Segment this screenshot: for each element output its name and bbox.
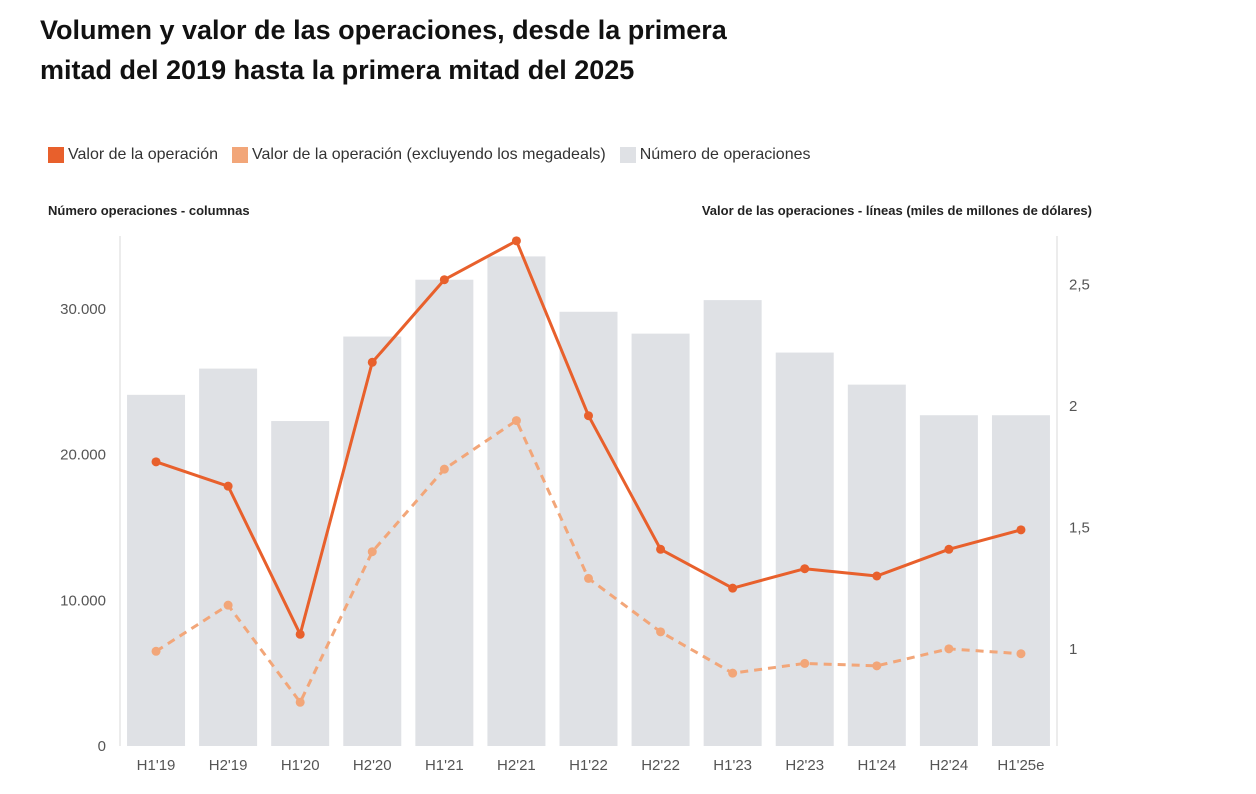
x-tick-label: H1'19 [137, 757, 176, 774]
x-tick-label: H2'23 [785, 757, 824, 774]
right-tick-label: 1,5 [1069, 519, 1090, 536]
point-valor-h123 [728, 583, 738, 593]
chart-title-line-1: Volumen y valor de las operaciones, desd… [40, 15, 727, 45]
x-tick-label: H2'19 [209, 757, 248, 774]
bar-h119 [127, 394, 186, 746]
x-tick-label: H2'20 [353, 757, 392, 774]
bar-h120 [271, 421, 330, 746]
x-tick-label: H2'21 [497, 757, 536, 774]
point-valor-excl-h222 [656, 627, 666, 637]
right-tick-label: 2 [1069, 398, 1077, 415]
right-axis-title: Valor de las operaciones - líneas (miles… [701, 203, 1092, 218]
point-valor-excl-h125e [1016, 649, 1026, 659]
chart-title: Volumen y valor de las operaciones, desd… [40, 10, 940, 90]
bar-h221 [487, 256, 546, 746]
point-valor-h119 [151, 457, 161, 467]
point-valor-h122 [584, 411, 593, 421]
bar-h224 [919, 415, 978, 746]
point-valor-h125e [1016, 525, 1026, 535]
legend-swatch-valor [48, 147, 64, 163]
point-valor-excl-h120 [295, 697, 305, 707]
point-valor-h121 [439, 275, 449, 285]
legend-item-valor-excl: Valor de la operación (excluyendo los me… [232, 146, 606, 164]
point-valor-excl-h219 [223, 600, 233, 610]
left-tick-label: 30.000 [60, 301, 106, 318]
left-axis-title: Número operaciones - columnas [48, 203, 250, 218]
bar-h121 [415, 279, 474, 746]
x-tick-label: H1'25e [997, 757, 1044, 774]
bar-h223 [775, 352, 834, 746]
point-valor-excl-h122 [584, 573, 593, 583]
legend-label-valor-excl: Valor de la operación (excluyendo los me… [252, 146, 606, 163]
chart-legend: Valor de la operación Valor de la operac… [48, 146, 810, 164]
point-valor-h120 [295, 629, 305, 639]
bar-h220 [343, 336, 402, 746]
legend-label-numero: Número de operaciones [639, 146, 811, 163]
bar-h219 [199, 368, 258, 746]
bar-h125e [991, 415, 1050, 746]
point-valor-excl-h220 [367, 547, 377, 557]
left-tick-label: 10.000 [60, 592, 106, 609]
point-valor-excl-h224 [944, 644, 954, 654]
right-tick-label: 1 [1069, 641, 1077, 658]
x-tick-label: H1'24 [857, 757, 896, 774]
bar-h124 [847, 384, 906, 746]
left-tick-label: 0 [98, 738, 106, 755]
point-valor-h219 [223, 481, 233, 491]
bar-h222 [631, 333, 690, 746]
chart-title-line-2: mitad del 2019 hasta la primera mitad de… [40, 55, 635, 85]
point-valor-excl-h121 [439, 464, 449, 474]
legend-item-numero: Número de operaciones [619, 146, 811, 164]
point-valor-h222 [656, 544, 666, 554]
point-valor-h224 [944, 544, 954, 554]
point-valor-h124 [872, 571, 882, 581]
point-valor-excl-h223 [800, 658, 810, 668]
point-valor-excl-h119 [151, 646, 161, 656]
point-valor-excl-h124 [872, 661, 882, 671]
point-valor-excl-h221 [511, 416, 521, 426]
x-tick-label: H2'22 [641, 757, 680, 774]
left-tick-label: 20.000 [60, 447, 106, 464]
point-valor-h220 [367, 357, 377, 367]
right-tick-label: 2,5 [1069, 277, 1090, 294]
x-tick-label: H2'24 [930, 757, 969, 774]
point-valor-excl-h123 [728, 668, 738, 678]
bar-h123 [703, 300, 762, 746]
x-tick-label: H1'23 [713, 757, 752, 774]
legend-swatch-valor-excl [232, 147, 249, 163]
x-tick-label: H1'22 [569, 757, 608, 774]
point-valor-h221 [511, 236, 521, 246]
x-tick-label: H1'20 [281, 757, 320, 774]
bar-h122 [559, 311, 618, 746]
legend-swatch-numero [619, 147, 636, 163]
legend-item-valor: Valor de la operación [48, 146, 218, 164]
point-valor-h223 [800, 564, 810, 574]
legend-label-valor: Valor de la operación [68, 146, 219, 163]
x-tick-label: H1'21 [425, 757, 464, 774]
